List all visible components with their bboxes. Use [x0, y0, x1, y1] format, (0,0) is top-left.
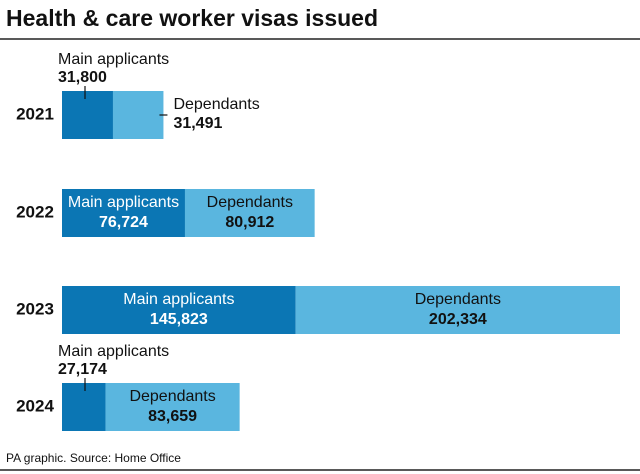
- y-tick-label: 2022: [16, 202, 54, 221]
- series-label: Main applicants: [58, 343, 169, 360]
- value-label: 80,912: [225, 214, 274, 231]
- source: PA graphic. Source: Home Office: [6, 451, 181, 465]
- series-label: Dependants: [415, 291, 501, 308]
- y-tick-label: 2023: [16, 299, 54, 318]
- value-label: 76,724: [99, 214, 148, 231]
- value-label: 31,800: [58, 69, 107, 86]
- bar-segment: [295, 286, 620, 334]
- series-label: Dependants: [207, 194, 293, 211]
- bar-segment: [62, 91, 113, 139]
- value-label: 83,659: [148, 408, 197, 425]
- y-tick-label: 2021: [16, 104, 54, 123]
- bar-segment: [62, 189, 185, 237]
- series-label: Dependants: [173, 96, 259, 113]
- series-label: Dependants: [129, 388, 215, 405]
- bar-segment: [62, 383, 106, 431]
- series-label: Main applicants: [123, 291, 234, 308]
- value-label: 27,174: [58, 361, 107, 378]
- value-label: 202,334: [429, 311, 487, 328]
- series-label: Main applicants: [58, 51, 169, 68]
- series-label: Main applicants: [68, 194, 179, 211]
- y-tick-label: 2024: [16, 396, 54, 415]
- bar-segment: [62, 286, 296, 334]
- bar-segment: [105, 383, 240, 431]
- chart-title: Health & care worker visas issued: [6, 5, 378, 31]
- value-label: 145,823: [150, 311, 208, 328]
- bar-segment: [112, 91, 164, 139]
- value-label: 31,491: [173, 115, 222, 132]
- bar-segment: [184, 189, 315, 237]
